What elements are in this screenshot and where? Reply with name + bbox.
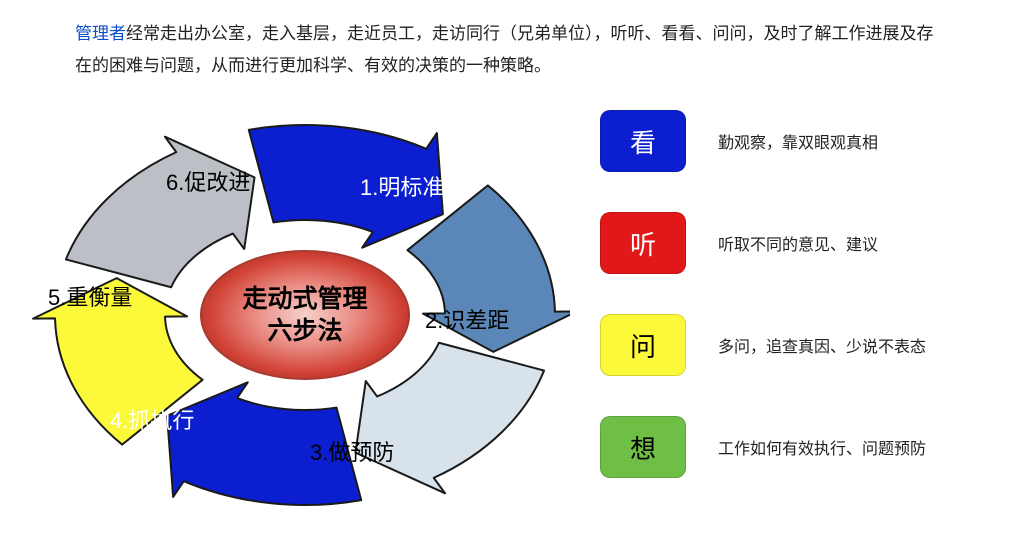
actions-panel: 看 勤观察，靠双眼观真相听 听取不同的意见、建议问 多问，追查真因、少说不表态想 工作如… — [600, 110, 1000, 518]
cycle-arrow-3 — [355, 343, 544, 494]
cycle-step-3-label: 3.做预防 — [310, 435, 394, 467]
action-desc-4: 工作如何有效执行、问题预防 — [718, 435, 926, 459]
cycle-diagram: 走动式管理 六步法 1.明标准 2.识差距 3.做预防 4.抓执行 5.重衡量 6.促改进 — [30, 95, 570, 535]
action-row-4: 想 工作如何有效执行、问题预防 — [600, 416, 1000, 478]
cycle-center-title: 走动式管理 六步法 — [242, 283, 367, 348]
center-line2: 六步法 — [267, 317, 342, 345]
action-desc-1: 勤观察，靠双眼观真相 — [718, 129, 878, 153]
action-box-3: 问 — [600, 314, 686, 376]
cycle-step-2-label: 2.识差距 — [425, 303, 509, 335]
action-desc-3: 多问，追查真因、少说不表态 — [718, 333, 926, 357]
cycle-arrow-6 — [66, 137, 255, 288]
action-desc-2: 听取不同的意见、建议 — [718, 231, 878, 255]
cycle-step-5-label: 5.重衡量 — [48, 280, 132, 312]
center-line1: 走动式管理 — [242, 285, 367, 313]
cycle-step-6-label: 6.促改进 — [166, 165, 250, 197]
action-row-1: 看 勤观察，靠双眼观真相 — [600, 110, 1000, 172]
intro-paragraph: 管理者经常走出办公室，走入基层，走近员工，走访同行（兄弟单位），听听、看看、问问… — [75, 18, 945, 83]
action-row-2: 听 听取不同的意见、建议 — [600, 212, 1000, 274]
action-box-2: 听 — [600, 212, 686, 274]
intro-rest: 经常走出办公室，走入基层，走近员工，走访同行（兄弟单位），听听、看看、问问，及时… — [75, 24, 934, 75]
action-box-1: 看 — [600, 110, 686, 172]
cycle-step-4-label: 4.抓执行 — [110, 403, 194, 435]
cycle-center: 走动式管理 六步法 — [200, 250, 410, 380]
cycle-step-1-label: 1.明标准 — [360, 170, 444, 202]
action-box-4: 想 — [600, 416, 686, 478]
intro-link[interactable]: 管理者 — [75, 24, 126, 43]
action-row-3: 问 多问，追查真因、少说不表态 — [600, 314, 1000, 376]
